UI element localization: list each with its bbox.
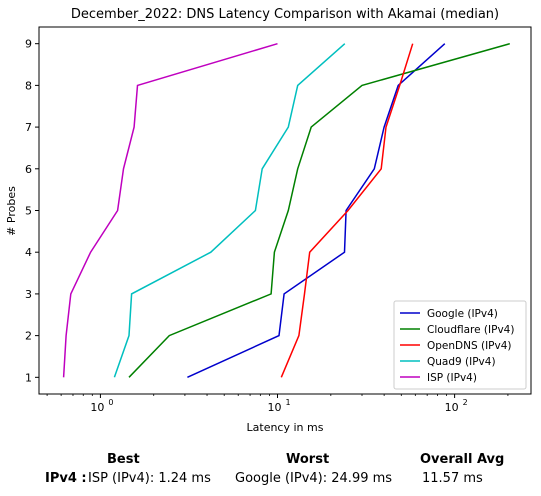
ipv4-row-label: IPv4 :: [45, 471, 87, 486]
legend: Google (IPv4) Cloudflare (IPv4) OpenDNS (I…: [393, 300, 527, 390]
y-tick-label: 6: [25, 163, 32, 176]
x-tick-label: 10: [445, 401, 459, 414]
series-line-isp-ipv4: [62, 42, 278, 378]
series-line-opendns-ipv4: [280, 43, 414, 378]
x-tick-exponent: 1: [286, 398, 291, 407]
legend-label-isp-ipv4: ISP (IPv4): [427, 372, 477, 384]
latency-chart: December_2022: DNS Latency Comparison wi…: [5, 7, 532, 434]
x-axis-label: Latency in ms: [247, 421, 324, 434]
legend-label-opendns-ipv4: OpenDNS (IPv4): [427, 340, 512, 352]
y-axis-label: # Probes: [5, 186, 18, 236]
series-line-quad9-ipv4: [113, 43, 346, 378]
y-tick-label: 4: [25, 246, 32, 259]
y-tick-label: 2: [25, 330, 32, 343]
x-tick-label: 10: [90, 401, 104, 414]
y-tick-label: 5: [25, 205, 32, 218]
legend-box: [393, 300, 527, 390]
y-tick-label: 3: [25, 288, 32, 301]
chart-title: December_2022: DNS Latency Comparison wi…: [71, 7, 499, 22]
overall-avg-header: Overall Avg: [420, 452, 505, 467]
series-line-cloudflare-ipv4: [128, 42, 511, 378]
best-value: ISP (IPv4): 1.24 ms: [88, 471, 211, 486]
x-tick-label: 10: [268, 401, 282, 414]
overall-avg-value: 11.57 ms: [422, 471, 483, 486]
worst-header: Worst: [286, 452, 330, 467]
y-tick-label: 1: [25, 371, 32, 384]
x-tick-exponent: 0: [108, 398, 113, 407]
best-header: Best: [107, 452, 140, 467]
y-tick-label: 7: [25, 121, 32, 134]
series-line-google-ipv4: [187, 43, 446, 378]
y-tick-label: 9: [25, 38, 32, 51]
x-tick-exponent: 2: [463, 398, 468, 407]
y-tick-label: 8: [25, 79, 32, 92]
legend-label-google-ipv4: Google (IPv4): [427, 308, 498, 320]
legend-label-cloudflare-ipv4: Cloudflare (IPv4): [427, 324, 514, 336]
legend-label-quad9-ipv4: Quad9 (IPv4): [427, 356, 496, 368]
worst-value: Google (IPv4): 24.99 ms: [235, 471, 393, 486]
